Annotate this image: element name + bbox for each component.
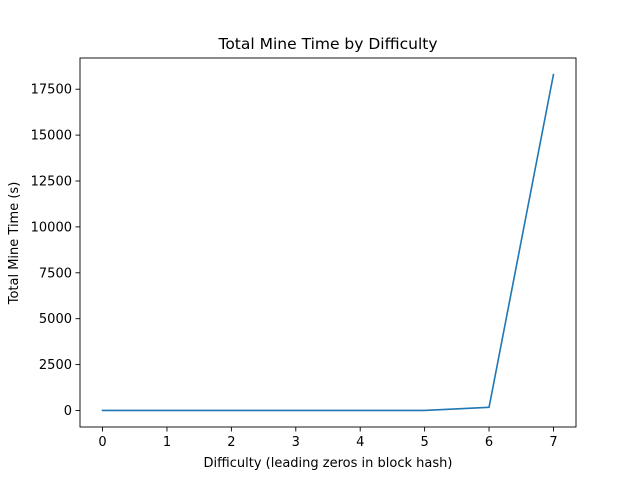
y-tick-label: 0 bbox=[64, 404, 72, 419]
x-tick-label: 0 bbox=[98, 435, 106, 450]
chart-title: Total Mine Time by Difficulty bbox=[217, 35, 437, 53]
x-tick-label: 5 bbox=[420, 435, 428, 450]
y-tick-label: 10000 bbox=[31, 220, 72, 235]
x-tick-label: 7 bbox=[549, 435, 557, 450]
y-tick-label: 5000 bbox=[39, 312, 72, 327]
x-tick-label: 2 bbox=[227, 435, 235, 450]
y-tick-label: 15000 bbox=[31, 129, 72, 144]
series-line-0 bbox=[101, 73, 555, 412]
y-tick-label: 7500 bbox=[39, 266, 72, 281]
x-tick-label: 6 bbox=[485, 435, 493, 450]
x-tick-label: 1 bbox=[163, 435, 171, 450]
plot-frame bbox=[79, 57, 577, 428]
x-axis-title: Difficulty (leading zeros in block hash) bbox=[204, 456, 453, 471]
y-tick-label: 17500 bbox=[31, 83, 72, 98]
y-axis-title: Total Mine Time (s) bbox=[7, 182, 22, 306]
y-tick-label: 12500 bbox=[31, 175, 72, 190]
x-tick-label: 3 bbox=[292, 435, 300, 450]
y-tick-label: 2500 bbox=[39, 358, 72, 373]
x-tick-label: 4 bbox=[356, 435, 364, 450]
